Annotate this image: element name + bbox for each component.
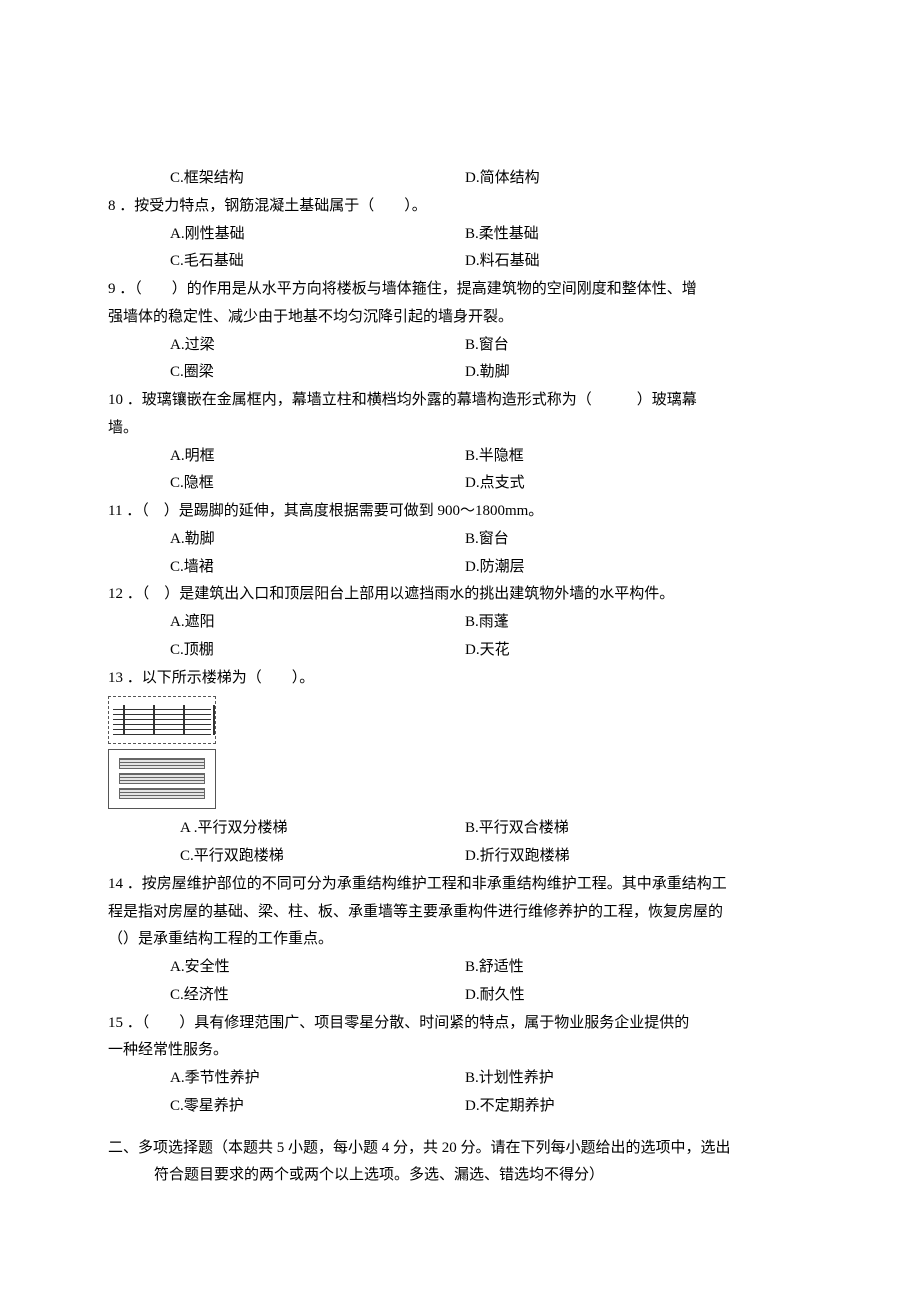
q9-option-c: C.圈梁 [170,359,465,387]
q15-option-a: A.季节性养护 [170,1065,465,1093]
q13-option-c: C.平行双跑楼梯 [180,843,465,871]
q15-option-c: C.零星养护 [170,1093,465,1121]
q7-option-c: C.框架结构 [170,165,465,193]
q8-option-b: B.柔性基础 [465,221,820,249]
q8-option-c: C.毛石基础 [170,248,465,276]
q11-option-b: B.窗台 [465,526,820,554]
section2-line2: 符合题目要求的两个或两个以上选项。多选、漏选、错选均不得分） [100,1162,820,1190]
q12-option-d: D.天花 [465,637,820,665]
q10-option-c: C.隐框 [170,470,465,498]
q10-option-b: B.半隐框 [465,443,820,471]
q11-option-a: A.勒脚 [170,526,465,554]
q10-option-a: A.明框 [170,443,465,471]
q10-text-line1: 10 ．玻璃镶嵌在金属框内，幕墙立柱和横档均外露的幕墙构造形式称为（ ）玻璃幕 [100,387,820,415]
q9-option-d: D.勒脚 [465,359,820,387]
q10-text-line2: 墙。 [100,415,820,443]
q10-option-d: D.点支式 [465,470,820,498]
q15-text-line1: 15 ．（ ）具有修理范围广、项目零星分散、时间紧的特点，属于物业服务企业提供的 [100,1010,820,1038]
q8-option-d: D.料石基础 [465,248,820,276]
q8-option-a: A.刚性基础 [170,221,465,249]
q14-option-a: A.安全性 [170,954,465,982]
q13-option-b: B.平行双合楼梯 [465,815,820,843]
q9-option-a: A.过梁 [170,332,465,360]
q15-option-b: B.计划性养护 [465,1065,820,1093]
q9-text-line1: 9 ．（ ）的作用是从水平方向将楼板与墙体箍住，提高建筑物的空间刚度和整体性、增 [100,276,820,304]
q14-text-line1: 14 ．按房屋维护部位的不同可分为承重结构维护工程和非承重结构维护工程。其中承重… [100,871,820,899]
q15-text-line2: 一种经常性服务。 [100,1037,820,1065]
q14-option-d: D.耐久性 [465,982,820,1010]
q13-option-a: A .平行双分楼梯 [180,815,465,843]
q14-option-c: C.经济性 [170,982,465,1010]
q13-option-d: D.折行双跑楼梯 [465,843,820,871]
q12-option-c: C.顶棚 [170,637,465,665]
q12-text: 12 ．（ ）是建筑出入口和顶层阳台上部用以遮挡雨水的挑出建筑物外墙的水平构件。 [100,581,820,609]
q12-option-a: A.遮阳 [170,609,465,637]
q11-text: 11 ．（ ）是踢脚的延伸，其高度根据需要可做到 900～1800mm。 [100,498,820,526]
q13-text: 13 ．以下所示楼梯为（ ）。 [100,665,820,693]
q15-option-d: D.不定期养护 [465,1093,820,1121]
section2-line1: 二、多项选择题（本题共 5 小题，每小题 4 分，共 20 分。请在下列每小题给… [100,1135,820,1163]
q7-option-d: D.简体结构 [465,165,820,193]
q14-option-b: B.舒适性 [465,954,820,982]
q14-text-line3: （）是承重结构工程的工作重点。 [100,926,820,954]
q9-option-b: B.窗台 [465,332,820,360]
q9-text-line2: 强墙体的稳定性、减少由于地基不均匀沉降引起的墙身开裂。 [100,304,820,332]
q11-option-d: D.防潮层 [465,554,820,582]
q11-option-c: C.墙裙 [170,554,465,582]
q14-text-line2: 程是指对房屋的基础、梁、柱、板、承重墙等主要承重构件进行维修养护的工程，恢复房屋… [100,899,820,927]
q12-option-b: B.雨蓬 [465,609,820,637]
q8-text: 8 ．按受力特点，钢筋混凝土基础属于（ ）。 [100,193,820,221]
stair-diagram [108,696,216,811]
